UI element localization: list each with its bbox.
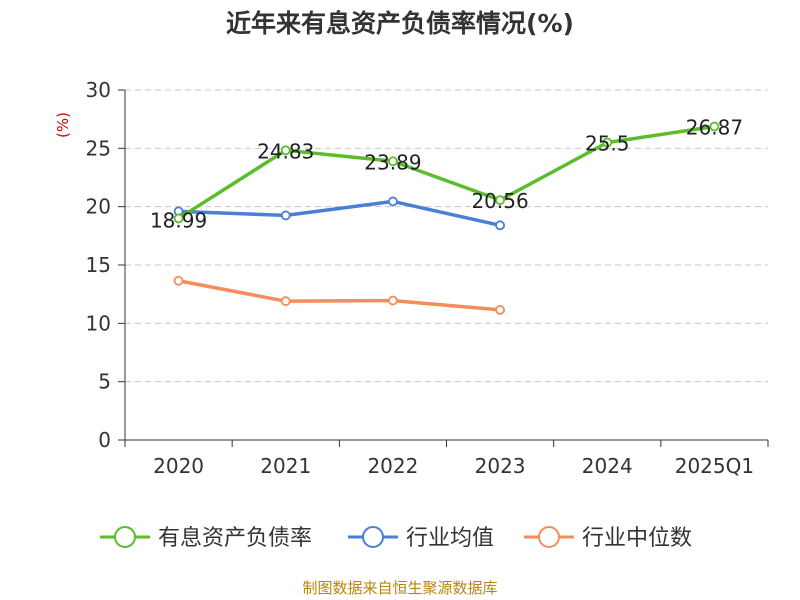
data-point [280,145,291,156]
y-tick-label: 15 [86,253,111,277]
data-label: 20.56 [471,189,528,213]
y-tick-label: 20 [86,195,111,219]
legend-label-0: 有息资产负债率 [158,526,312,551]
grid-lines [125,89,768,383]
data-point [602,137,613,148]
y-tick-label: 0 [98,428,111,452]
data-point [388,156,398,167]
axes: 0 5 10 15 20 25 30 2020 2021 2022 2023 2024 2025Q1 [86,78,769,478]
data-label: 18.99 [150,208,207,232]
legend-marker-1 [362,526,384,548]
y-tick-label: 30 [86,78,111,102]
data-point [495,195,505,206]
series-line-2 [178,279,501,312]
x-tick-label: 2025Q1 [675,454,754,478]
x-tick-label: 2023 [475,454,526,478]
source-note: 制图数据来自恒生聚源数据库 [302,579,497,597]
data-point [388,295,398,306]
legend: 有息资产负债率 行业均值 行业中位数 [100,526,692,551]
y-tick-label: 25 [86,136,111,160]
data-point [280,296,291,307]
data-label: 25.5 [585,132,630,156]
data-label: 23.89 [364,150,421,174]
x-tick-label: 2020 [153,454,204,478]
y-tick-label: 5 [98,370,111,394]
legend-marker-2 [538,526,560,548]
data-label: 26.87 [686,116,743,140]
y-tick-label: 10 [86,311,111,335]
series-line-0 [177,124,715,220]
x-tick-label: 2021 [260,454,311,478]
series-layer [173,121,720,315]
data-point [388,196,398,207]
legend-label-2: 行业中位数 [582,526,692,551]
data-point [495,305,505,315]
legend-label-1: 行业均值 [406,526,494,551]
data-point [709,121,720,132]
legend-marker-0 [114,526,136,548]
series-line-1 [178,199,501,228]
x-tick-label: 2024 [582,454,633,478]
data-label: 24.83 [257,139,314,163]
chart-title: 近年来有息资产负债率情况(%) [226,9,574,38]
data-labels: 18.99 24.83 23.89 20.56 25.5 26.87 [150,116,743,233]
x-tick-label: 2022 [367,454,418,478]
data-point [173,213,184,224]
data-point [495,220,505,231]
data-point [173,275,184,286]
y-axis-label: (%) [54,112,72,138]
data-point [280,210,291,221]
